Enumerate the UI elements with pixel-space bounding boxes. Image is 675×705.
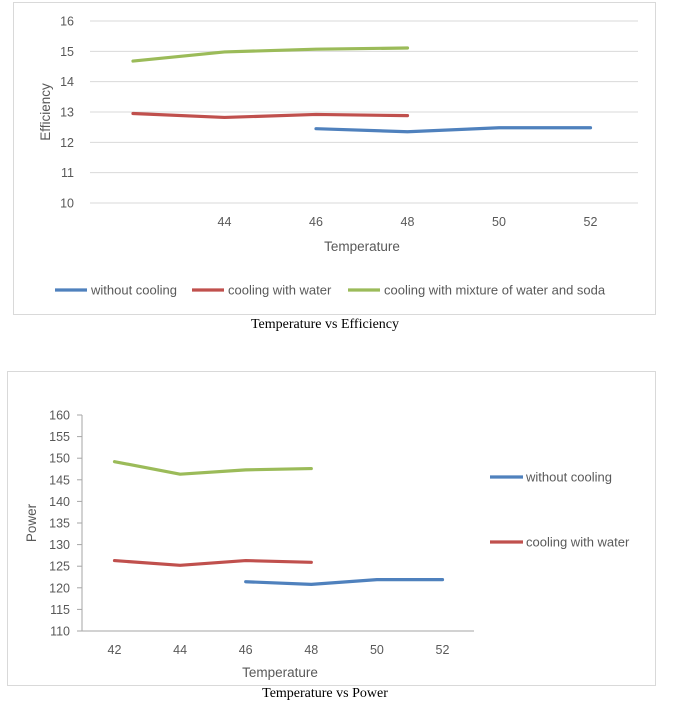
- x-tick-label: 50: [370, 643, 384, 657]
- y-tick-label: 130: [49, 538, 70, 552]
- y-tick-label: 15: [60, 45, 74, 59]
- y-tick-label: 150: [49, 452, 70, 466]
- series-line-cooling-with-water: [131, 111, 410, 120]
- y-tick-label: 120: [49, 581, 70, 595]
- x-tick-label: 44: [173, 643, 187, 657]
- y-tick-label: 14: [60, 75, 74, 89]
- x-axis-title: Temperature: [324, 239, 400, 254]
- legend-label-cooling-with-water: cooling with water: [228, 283, 332, 298]
- x-tick-label: 46: [239, 643, 253, 657]
- y-tick-label: 115: [50, 603, 70, 617]
- y-tick-label: 12: [60, 136, 74, 150]
- y-axis-title: Power: [24, 503, 39, 542]
- power-chart-caption: Temperature vs Power: [262, 686, 388, 701]
- y-tick-label: 155: [49, 430, 70, 444]
- y-tick-label: 13: [60, 106, 74, 120]
- x-tick-label: 46: [309, 215, 323, 229]
- y-tick-label: 140: [49, 495, 70, 509]
- series-line-series-3: [112, 460, 313, 476]
- y-tick-label: 135: [49, 517, 70, 531]
- x-tick-label: 48: [401, 215, 415, 229]
- y-tick-label: 160: [49, 409, 70, 423]
- legend-label-cooling-with-mixture-of-water-and-soda: cooling with mixture of water and soda: [384, 283, 606, 298]
- y-tick-label: 125: [49, 560, 70, 574]
- efficiency-chart-frame: [13, 2, 656, 315]
- x-tick-label: 52: [584, 215, 598, 229]
- x-tick-label: 52: [436, 643, 450, 657]
- power-chart-frame: [7, 371, 656, 686]
- y-tick-label: 110: [50, 625, 70, 639]
- y-tick-label: 16: [60, 15, 74, 29]
- efficiency-chart-caption: Temperature vs Efficiency: [250, 317, 400, 332]
- efficiency-chart: 10 11 12 13 14 15 16 44 46 48 50 52 Temperature Effic…: [38, 15, 638, 298]
- y-tick-label: 145: [49, 473, 70, 487]
- legend-label-without-cooling: without cooling: [90, 283, 177, 298]
- series-line-cooling-with-water: [112, 558, 313, 567]
- y-tick-label: 10: [60, 197, 74, 211]
- legend-label-without-cooling: without cooling: [525, 470, 612, 485]
- x-tick-label: 42: [108, 643, 122, 657]
- series-line-without-cooling: [314, 126, 593, 134]
- series-line-without-cooling: [244, 577, 445, 586]
- x-tick-label: 44: [218, 215, 232, 229]
- legend-label-cooling-with-water: cooling with water: [526, 535, 630, 550]
- y-tick-label: 11: [61, 166, 74, 180]
- series-line-cooling-with-mixture-of-water-and-soda: [131, 46, 410, 63]
- x-tick-label: 48: [304, 643, 318, 657]
- x-axis-title: Temperature: [242, 665, 318, 680]
- x-tick-label: 50: [492, 215, 506, 229]
- y-axis-title: Efficiency: [38, 83, 53, 141]
